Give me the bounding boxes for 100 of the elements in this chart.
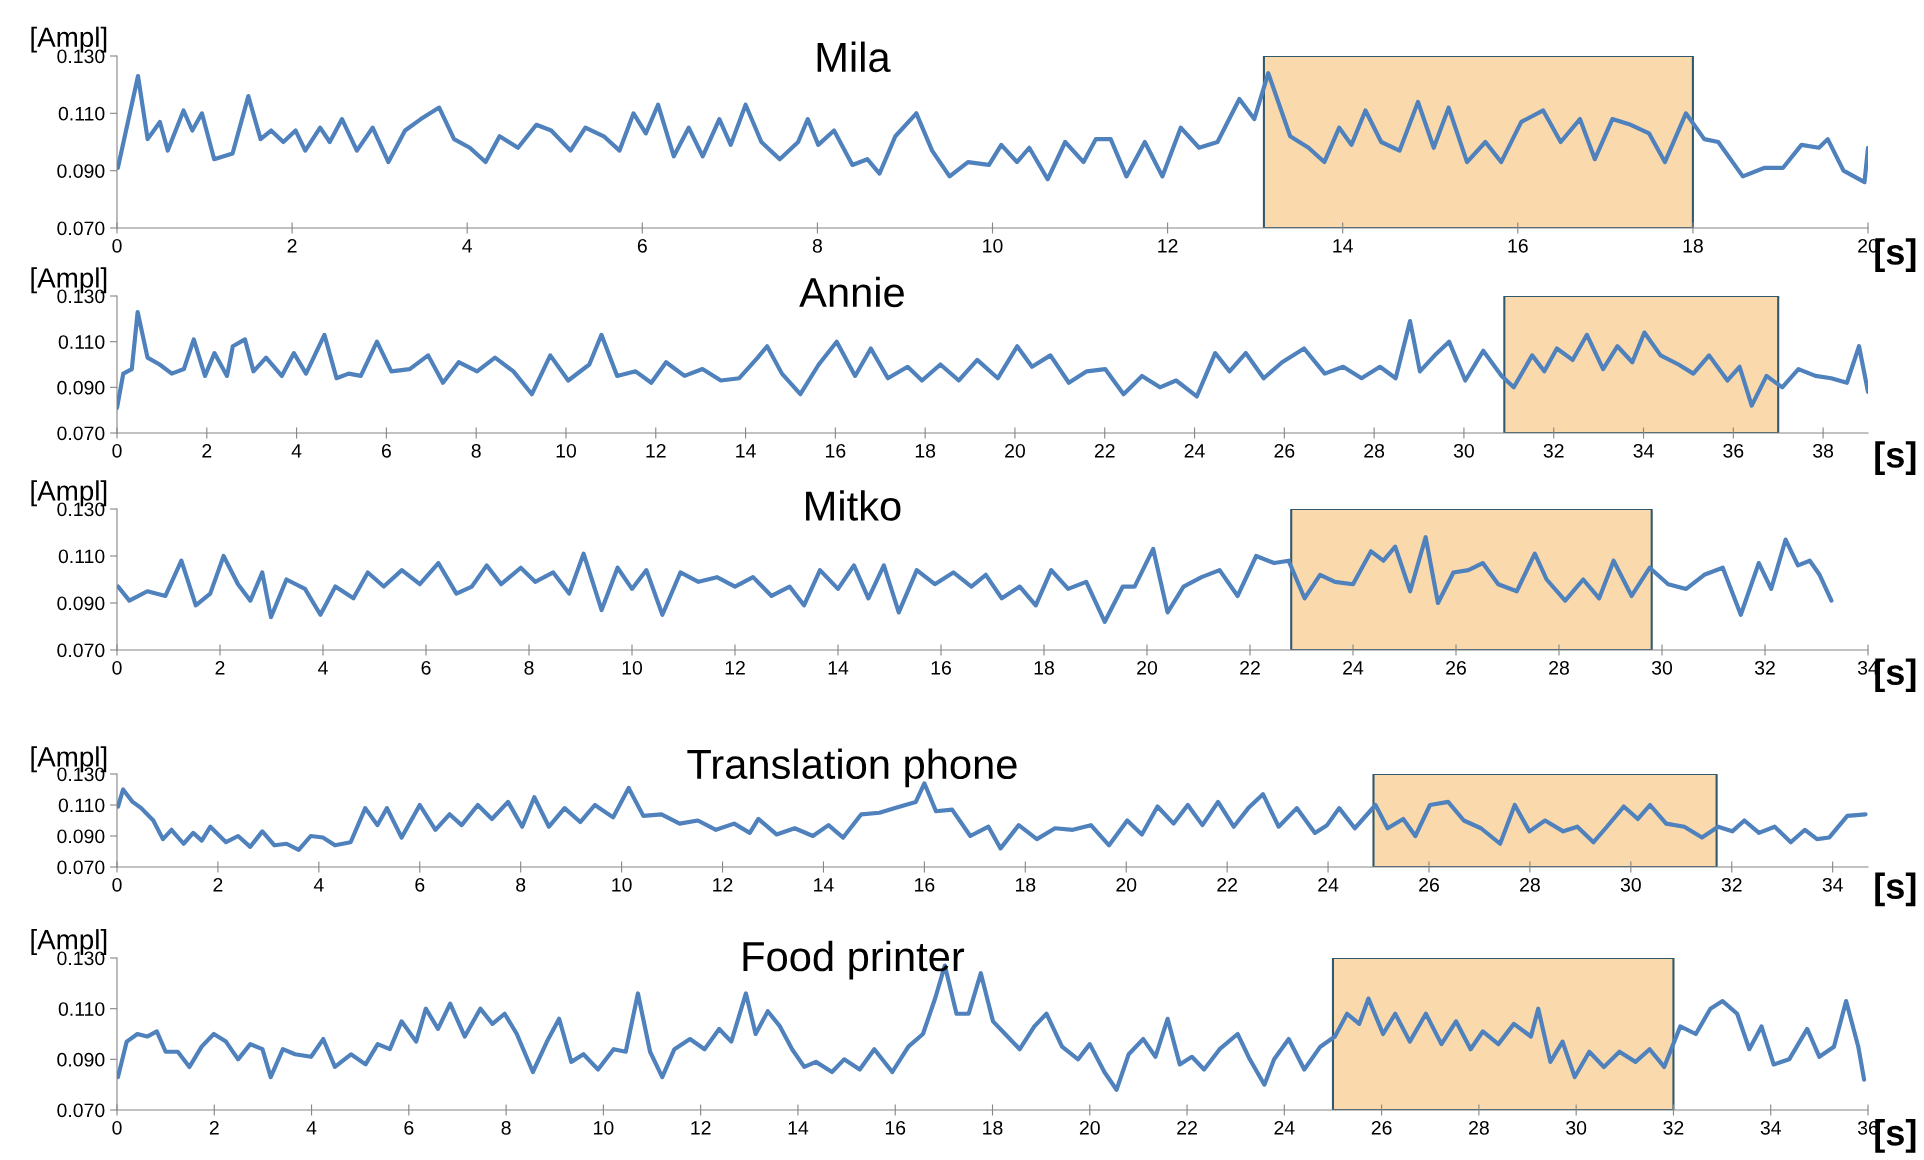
x-tick-label: 0	[112, 238, 122, 253]
x-tick-label: 6	[404, 1120, 414, 1135]
x-tick-label: 22	[1094, 443, 1115, 458]
x-tick-label: 30	[1566, 1120, 1587, 1135]
x-tick-label: 20	[1079, 1120, 1100, 1135]
x-tick-label: 6	[415, 877, 425, 892]
x-tick-label: 8	[471, 443, 481, 458]
x-tick-label: 4	[313, 878, 324, 892]
y-tick-label: 0.110	[58, 549, 105, 564]
x-tick-label: 30	[1620, 877, 1641, 892]
x-tick-label: 6	[421, 660, 431, 675]
y-tick-label: 0.090	[57, 164, 105, 178]
line-series	[117, 71, 1868, 185]
x-tick-label: 12	[646, 443, 666, 458]
x-tick-label: 0	[112, 877, 122, 892]
chart-title: Food printer	[743, 940, 965, 980]
x-tick-label: 18	[1034, 660, 1054, 675]
x-tick-label: 16	[885, 1120, 906, 1135]
x-tick-label: 2	[209, 1120, 219, 1135]
x-tick-label: 6	[381, 443, 391, 458]
x-tick-label: 12	[725, 660, 745, 675]
chart-title: Translation phone	[687, 748, 1017, 788]
chart-title: Mitko	[806, 490, 901, 521]
x-tick-label: 12	[713, 877, 733, 892]
x-tick-label: 26	[1371, 1120, 1392, 1135]
y-tick-label: 0.110	[58, 798, 105, 813]
x-tick-label: 24	[1343, 660, 1364, 675]
y-tick-label: 0.090	[57, 829, 105, 844]
x-tick-label: 8	[812, 238, 822, 253]
x-axis-title: [s]	[1875, 441, 1916, 475]
x-tick-label: 20	[1005, 443, 1025, 458]
x-tick-label: 28	[1469, 1120, 1489, 1135]
x-tick-label: 22	[1177, 1120, 1197, 1135]
x-tick-label: 22	[1217, 877, 1237, 892]
x-tick-label: 34	[1760, 1120, 1781, 1135]
x-tick-label: 22	[1240, 660, 1260, 675]
x-tick-label: 18	[983, 1120, 1003, 1135]
x-tick-label: 6	[637, 238, 647, 253]
y-tick-label: 0.070	[57, 1103, 105, 1118]
x-axis-title: [s]	[1875, 872, 1916, 907]
chart-title: Annie	[799, 276, 904, 308]
y-tick-label: 0.070	[57, 221, 105, 236]
x-tick-label: 2	[287, 238, 297, 253]
x-tick-label: 32	[1663, 1120, 1684, 1135]
y-tick-label: 0.110	[58, 106, 105, 121]
x-tick-label: 10	[612, 877, 632, 892]
x-tick-label: 14	[1333, 239, 1353, 253]
x-tick-label: 18	[915, 443, 936, 458]
x-tick-label: 20	[1137, 660, 1158, 675]
y-tick-label: 0.070	[57, 643, 105, 658]
x-tick-label: 8	[524, 660, 534, 675]
x-tick-label: 32	[1721, 877, 1742, 892]
x-tick-label: 24	[1274, 1120, 1295, 1135]
x-tick-label: 12	[691, 1120, 711, 1135]
x-tick-label: 30	[1453, 443, 1474, 458]
x-tick-label: 0	[112, 660, 122, 675]
x-tick-label: 4	[462, 239, 473, 253]
x-tick-label: 32	[1754, 660, 1775, 675]
x-tick-label: 14	[814, 878, 834, 892]
x-tick-label: 36	[1723, 443, 1744, 458]
chart-title: Mila	[817, 41, 891, 73]
x-tick-label: 10	[556, 443, 577, 458]
x-tick-label: 0	[112, 1120, 122, 1135]
y-tick-label: 0.110	[58, 1002, 105, 1016]
x-tick-label: 8	[516, 877, 526, 892]
x-tick-label: 2	[202, 443, 212, 458]
x-tick-label: 16	[915, 877, 935, 892]
x-tick-label: 0	[112, 443, 122, 458]
line-series	[117, 535, 1834, 624]
x-tick-label: 28	[1364, 443, 1385, 458]
x-tick-label: 2	[215, 660, 225, 675]
y-tick-label: 0.110	[58, 335, 105, 349]
x-tick-label: 34	[1633, 443, 1654, 458]
x-tick-label: 16	[1508, 238, 1528, 253]
x-tick-label: 16	[931, 660, 951, 675]
x-tick-label: 10	[594, 1120, 614, 1135]
y-tick-label: 0.090	[57, 1052, 105, 1067]
x-tick-label: 32	[1543, 443, 1564, 458]
x-tick-label: 26	[1274, 443, 1295, 458]
x-tick-label: 28	[1520, 877, 1540, 892]
x-tick-label: 4	[291, 444, 302, 458]
x-tick-label: 28	[1549, 660, 1569, 675]
x-tick-label: 14	[828, 661, 849, 675]
y-tick-label: 0.090	[57, 380, 105, 395]
x-tick-label: 10	[622, 660, 643, 675]
x-tick-label: 8	[501, 1120, 511, 1135]
x-tick-label: 24	[1318, 877, 1339, 892]
x-tick-label: 38	[1813, 443, 1834, 458]
x-tick-label: 4	[306, 1121, 317, 1135]
x-tick-label: 16	[826, 443, 846, 458]
x-tick-label: 26	[1446, 660, 1466, 675]
x-tick-label: 10	[983, 238, 1003, 253]
x-tick-label: 14	[788, 1121, 809, 1135]
x-tick-label: 2	[213, 877, 223, 892]
x-tick-label: 4	[318, 661, 328, 675]
y-tick-label: 0.070	[57, 426, 105, 441]
x-tick-label: 18	[1683, 238, 1703, 253]
y-tick-label: 0.090	[57, 596, 105, 611]
x-tick-label: 12	[1158, 238, 1178, 253]
x-tick-label: 18	[1015, 877, 1036, 892]
